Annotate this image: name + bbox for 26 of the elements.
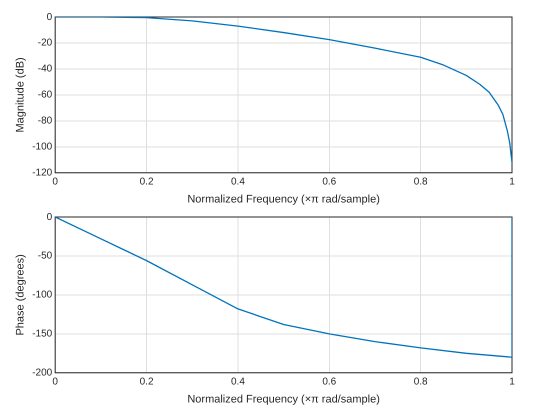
x-tick-label: 1: [509, 376, 516, 388]
y-axis-title: Phase (degrees): [14, 254, 27, 336]
x-axis-title: Normalized Frequency (×π rad/sample): [187, 193, 380, 206]
y-tick-label: -60: [38, 90, 53, 101]
x-axis-title: Normalized Frequency (×π rad/sample): [187, 393, 380, 406]
y-tick-label: -50: [38, 250, 53, 262]
x-tick-label: 0.6: [322, 376, 337, 388]
x-tick-label: 0.2: [140, 376, 154, 388]
x-tick-label: 0.8: [414, 176, 428, 188]
y-tick-label: -40: [38, 64, 53, 75]
y-tick-label: -150: [32, 328, 53, 340]
x-tick-label: 0.4: [230, 176, 246, 188]
y-axis-title: Magnitude (dB): [14, 57, 27, 133]
y-tick-label: -200: [32, 368, 53, 379]
y-tick-label: 0: [46, 212, 53, 223]
x-tick-label: 1: [509, 176, 516, 188]
x-tick-label: 0.4: [230, 376, 246, 388]
y-tick-label: -80: [38, 116, 53, 127]
y-tick-label: -120: [32, 168, 53, 179]
x-tick-label: 0.2: [140, 176, 154, 188]
y-tick-label: -100: [32, 142, 53, 153]
x-tick-label: 0.6: [322, 176, 337, 188]
x-tick-label: 0.8: [414, 376, 428, 388]
y-tick-label: 0: [46, 12, 53, 23]
y-tick-label: -100: [32, 290, 53, 301]
y-tick-label: -20: [38, 38, 53, 49]
